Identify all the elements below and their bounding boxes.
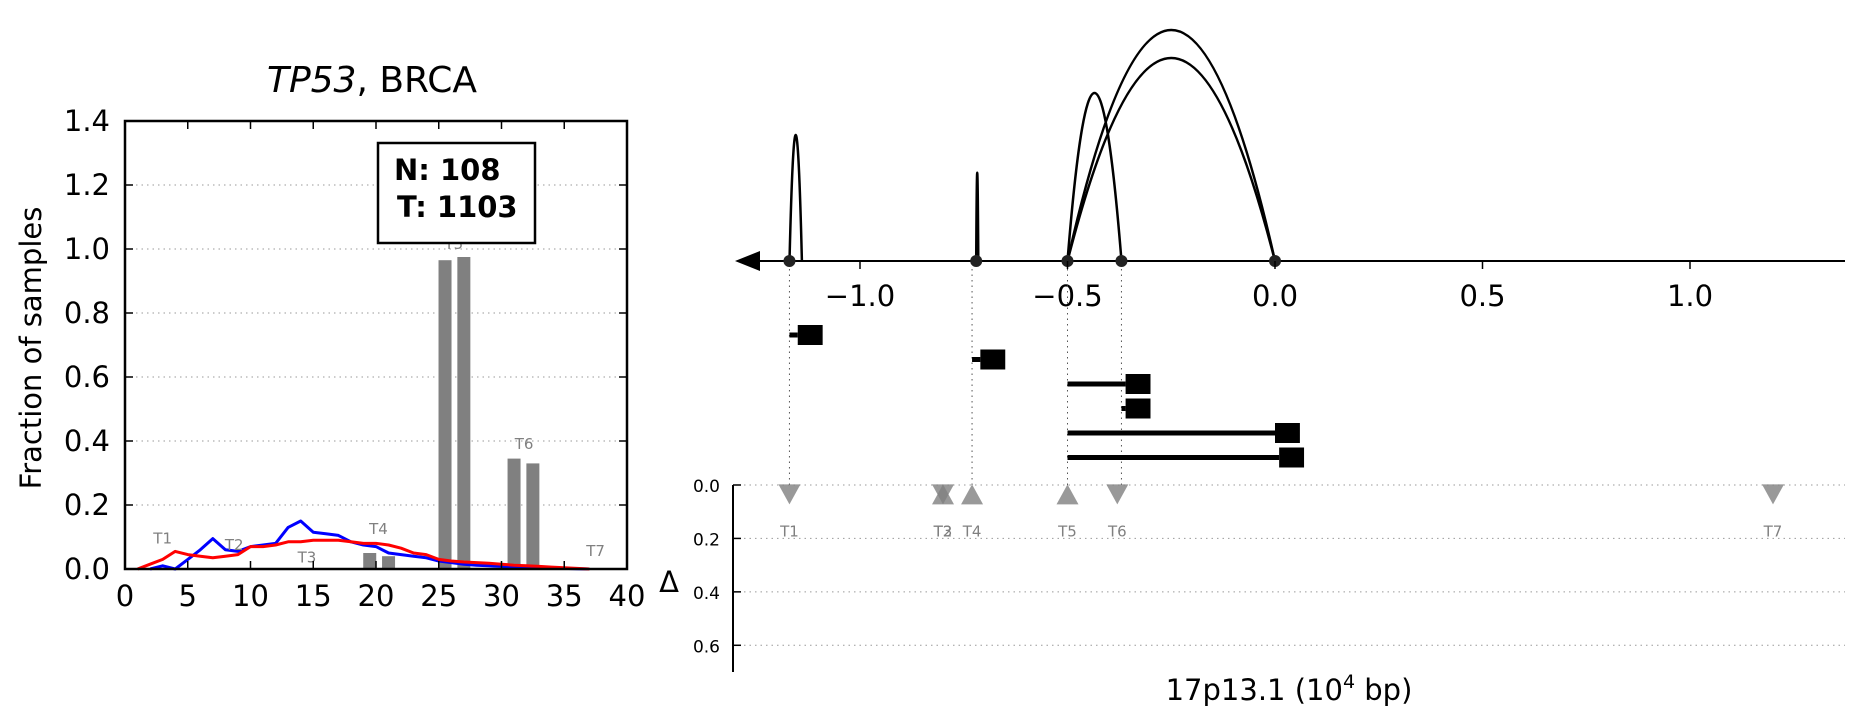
y-tick-label: 0.2 — [64, 488, 110, 522]
transcript-exon — [1125, 398, 1151, 419]
fraction-chart: TP53, BRCA Fraction of samples T1 T2 T3 T4 T… — [14, 60, 645, 613]
transcript-label: T1 — [152, 529, 172, 547]
xlabel-end: bp) — [1355, 673, 1412, 707]
bar — [526, 463, 540, 569]
xlabel-sup: 4 — [1343, 671, 1355, 693]
delta-marker — [1106, 484, 1129, 505]
left-series-lines — [137, 519, 590, 571]
bar — [507, 458, 521, 569]
junction-arc — [1066, 29, 1277, 262]
delta-marker-label: T3 — [933, 522, 953, 540]
transcript-label: T6 — [514, 435, 534, 453]
x-tick-label: 25 — [420, 579, 457, 613]
x-tick-label: 40 — [609, 579, 646, 613]
genome-x-axis-title: 17p13.1 (104 bp) — [1166, 671, 1413, 707]
splice-node — [970, 255, 983, 267]
delta-marker-label: T7 — [1763, 522, 1783, 540]
delta-marker-label: T4 — [962, 522, 982, 540]
title-rest: , BRCA — [356, 60, 477, 101]
delta-marker-label: T6 — [1107, 522, 1127, 540]
left-gridlines — [125, 184, 627, 506]
delta-marker-label: T2 — [933, 522, 953, 540]
y-axis-title: Fraction of samples — [14, 207, 48, 490]
delta-y-tick-label: 0.0 — [693, 477, 720, 497]
splice-node — [1115, 255, 1128, 267]
delta-marker — [932, 484, 954, 505]
transcript-exon — [980, 349, 1006, 370]
y-tick-label: 1.4 — [64, 104, 110, 138]
delta-marker — [778, 484, 801, 505]
x-tick-label: 15 — [295, 579, 332, 613]
left-plot-frame — [123, 119, 629, 571]
title-gene: TP53 — [267, 60, 357, 101]
transcript-exon — [797, 325, 823, 345]
y-tick-label: 0.4 — [64, 424, 110, 458]
junction-arcs — [788, 29, 1277, 262]
delta-marker-label: T5 — [1057, 522, 1077, 540]
y-tick-label: 0.6 — [64, 360, 110, 394]
genome-x-tick-label: −1.0 — [825, 279, 895, 313]
series-line — [137, 538, 590, 571]
genome-x-tick-label: 1.0 — [1667, 279, 1713, 313]
bar — [382, 556, 396, 569]
legend-n: N: 108 — [394, 153, 501, 187]
delta-y-tick-label: 0.2 — [693, 530, 720, 550]
transcript-label: T3 — [297, 549, 317, 567]
junction-arc — [1066, 91, 1123, 262]
delta-y-tick-label: 0.6 — [693, 637, 720, 657]
x-tick-label: 20 — [358, 579, 395, 613]
genome-x-tick-label: 0.0 — [1252, 279, 1298, 313]
transcript-label: T4 — [368, 520, 388, 538]
delta-marker — [1762, 484, 1784, 505]
junction-arc — [788, 134, 804, 262]
splice-node — [783, 255, 796, 267]
delta-marker — [961, 484, 984, 505]
transcript-label: T7 — [585, 542, 605, 560]
left-bars — [363, 257, 540, 569]
genome-x-tick-label: 0.5 — [1459, 279, 1505, 313]
y-tick-label: 1.2 — [64, 168, 110, 202]
series-line — [149, 519, 590, 571]
y-tick-label: 1.0 — [64, 232, 110, 266]
x-tick-label: 10 — [232, 579, 269, 613]
delta-y-tick-label: 0.4 — [693, 584, 720, 604]
junction-arc — [974, 171, 980, 262]
transcript-exon — [1275, 423, 1300, 443]
x-tick-label: 0 — [116, 579, 134, 613]
delta-marker — [1056, 484, 1079, 505]
genome-x-ticks: −1.0 −0.5 0.0 0.5 1.0 — [825, 261, 1713, 313]
bar — [457, 257, 471, 569]
legend-frame — [376, 141, 537, 245]
transcript-label: T2 — [224, 536, 244, 554]
xlabel-main: 17p13.1 (10 — [1166, 673, 1343, 707]
chart-title: TP53, BRCA — [267, 60, 477, 101]
legend-box: N: 108 T: 1103 — [376, 141, 537, 245]
y-tick-label: 0.8 — [64, 296, 110, 330]
bar — [438, 260, 452, 569]
delta-marker-label: T1 — [779, 522, 799, 540]
bar — [363, 553, 377, 569]
junction-arc — [1066, 56, 1277, 262]
delta-axis-label: Δ — [659, 565, 679, 599]
transcript-exon — [1279, 447, 1305, 468]
x-tick-label: 5 — [179, 579, 197, 613]
transcript-exon — [1125, 374, 1151, 394]
x-tick-label: 30 — [483, 579, 520, 613]
genome-x-tick-label: −0.5 — [1032, 279, 1102, 313]
x-tick-label: 35 — [546, 579, 583, 613]
left-y-ticks: 0.0 0.2 0.4 0.6 0.8 1.0 1.2 1.4 — [64, 104, 627, 586]
strand-arrow-icon — [735, 251, 760, 271]
left-x-ticks: 0 5 10 15 20 25 30 35 40 — [116, 121, 646, 613]
legend-t: T: 1103 — [397, 190, 518, 224]
y-tick-label: 0.0 — [64, 552, 110, 586]
transcript-structures — [789, 325, 1305, 468]
